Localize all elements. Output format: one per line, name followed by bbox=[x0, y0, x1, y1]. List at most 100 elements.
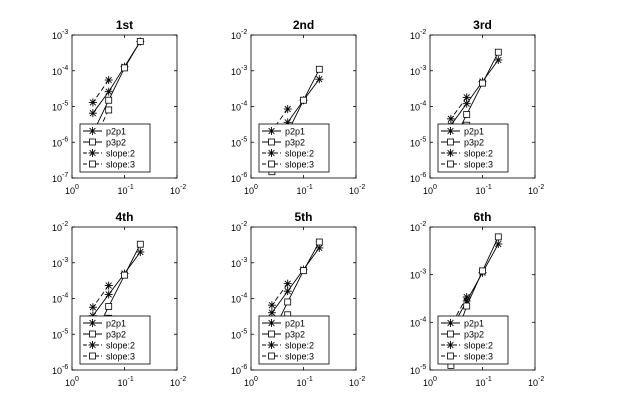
data-point bbox=[267, 308, 276, 317]
legend-label: p3p2 bbox=[106, 330, 126, 340]
y-tick-label: 10-4 bbox=[410, 316, 426, 328]
legend-label: slope:2 bbox=[106, 341, 135, 351]
tick-base: 10 bbox=[52, 259, 62, 269]
tick-base: 10 bbox=[297, 378, 307, 388]
legend-marker bbox=[89, 160, 96, 168]
legend-marker bbox=[267, 341, 276, 349]
tick-base: 10 bbox=[231, 31, 241, 41]
data-point bbox=[494, 239, 503, 248]
legend-marker bbox=[446, 341, 455, 349]
series-slope-2 bbox=[88, 281, 113, 312]
legend-label: p3p2 bbox=[464, 330, 484, 340]
legend-marker bbox=[447, 138, 454, 146]
chart-title: 1st bbox=[116, 18, 133, 32]
data-point bbox=[494, 48, 502, 56]
legend-entry: slope:2 bbox=[262, 341, 314, 351]
tick-exponent: -4 bbox=[241, 293, 247, 300]
legend-label: p2p1 bbox=[106, 319, 126, 329]
data-point bbox=[88, 98, 97, 107]
data-point bbox=[283, 279, 292, 288]
tick-base: 10 bbox=[410, 318, 420, 328]
legend-marker bbox=[447, 160, 454, 168]
data-point bbox=[315, 75, 324, 84]
y-tick-label: 10-3 bbox=[410, 65, 426, 77]
legend-entry: slope:3 bbox=[83, 160, 135, 170]
x-tick-label: 10-2 bbox=[170, 376, 186, 388]
legend-marker bbox=[446, 149, 455, 157]
tick-base: 10 bbox=[65, 378, 75, 388]
x-tick-label: 100 bbox=[65, 184, 79, 196]
x-tick-label: 100 bbox=[244, 376, 258, 388]
tick-base: 10 bbox=[118, 378, 128, 388]
legend-marker bbox=[447, 352, 454, 360]
legend-entry: p3p2 bbox=[441, 138, 484, 148]
y-tick-label: 10-4 bbox=[52, 65, 68, 77]
data-point bbox=[283, 287, 292, 296]
tick-base: 10 bbox=[476, 378, 486, 388]
legend-label: p2p1 bbox=[464, 127, 484, 137]
tick-base: 10 bbox=[231, 259, 241, 269]
y-tick-label: 10-3 bbox=[52, 29, 68, 41]
y-tick-label: 10-5 bbox=[410, 136, 426, 148]
y-tick-label: 10-3 bbox=[231, 65, 247, 77]
tick-exponent: -4 bbox=[420, 316, 426, 323]
data-point bbox=[136, 38, 144, 45]
tick-exponent: -6 bbox=[241, 172, 247, 179]
tick-base: 10 bbox=[52, 366, 62, 376]
x-tick-label: 10-1 bbox=[118, 376, 134, 388]
data-point bbox=[105, 96, 113, 104]
y-tick-label: 10-3 bbox=[231, 257, 247, 269]
data-point bbox=[462, 93, 471, 102]
series-line bbox=[271, 283, 289, 306]
series-slope-2 bbox=[88, 76, 113, 107]
tick-base: 10 bbox=[231, 138, 241, 148]
x-tick-label: 10-1 bbox=[476, 376, 492, 388]
tick-exponent: -1 bbox=[486, 376, 492, 383]
data-point bbox=[88, 109, 97, 118]
chart-title: 6th bbox=[474, 210, 492, 224]
tick-exponent: -1 bbox=[307, 184, 313, 191]
legend-marker bbox=[88, 319, 97, 327]
legend-entry: p2p1 bbox=[83, 127, 126, 137]
series-line bbox=[271, 247, 320, 313]
y-tick-label: 10-5 bbox=[410, 364, 426, 376]
y-tick-label: 10-4 bbox=[52, 293, 68, 305]
tick-exponent: -4 bbox=[420, 101, 426, 108]
legend-label: slope:3 bbox=[285, 352, 314, 362]
tick-base: 10 bbox=[52, 67, 62, 77]
y-tick-label: 10-2 bbox=[410, 221, 426, 233]
tick-base: 10 bbox=[349, 186, 359, 196]
legend-label: p2p1 bbox=[464, 319, 484, 329]
tick-exponent: -2 bbox=[359, 184, 365, 191]
legend-label: slope:2 bbox=[106, 149, 135, 159]
tick-base: 10 bbox=[52, 103, 62, 113]
x-tick-label: 10-2 bbox=[170, 184, 186, 196]
y-tick-label: 10-4 bbox=[231, 101, 247, 113]
legend-entry: slope:2 bbox=[262, 149, 314, 159]
data-point bbox=[494, 233, 502, 241]
tick-exponent: -2 bbox=[420, 29, 426, 36]
legend-entry: p3p2 bbox=[441, 330, 484, 340]
y-tick-label: 10-2 bbox=[231, 29, 247, 41]
data-point bbox=[283, 105, 292, 114]
tick-base: 10 bbox=[423, 186, 433, 196]
tick-exponent: -5 bbox=[241, 328, 247, 335]
x-tick-label: 10-2 bbox=[349, 376, 365, 388]
tick-exponent: -3 bbox=[62, 29, 68, 36]
x-tick-label: 10-1 bbox=[297, 184, 313, 196]
legend-label: p3p2 bbox=[285, 138, 305, 148]
tick-base: 10 bbox=[65, 186, 75, 196]
tick-base: 10 bbox=[170, 378, 180, 388]
legend-entry: p2p1 bbox=[441, 127, 484, 137]
x-tick-label: 10-2 bbox=[528, 184, 544, 196]
legend-marker bbox=[447, 330, 454, 338]
tick-exponent: -2 bbox=[359, 376, 365, 383]
tick-base: 10 bbox=[231, 295, 241, 305]
series-line bbox=[450, 97, 468, 120]
legend-marker bbox=[89, 138, 96, 146]
tick-base: 10 bbox=[231, 330, 241, 340]
y-tick-label: 10-5 bbox=[52, 101, 68, 113]
